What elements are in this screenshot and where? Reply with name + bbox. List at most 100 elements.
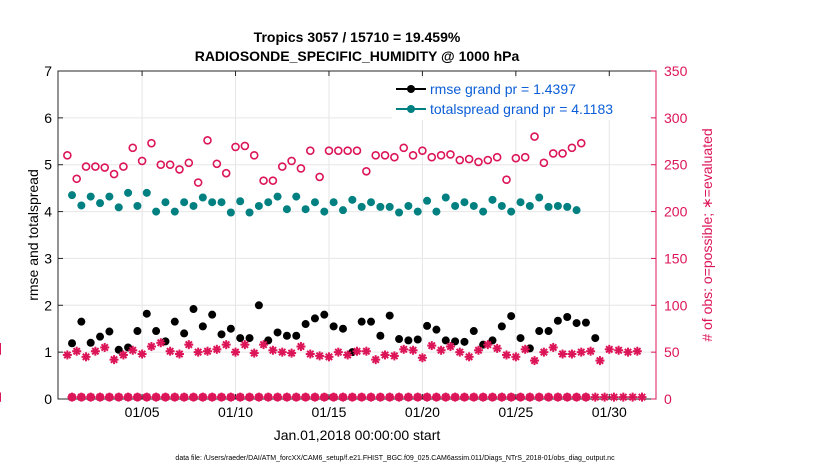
totalspread-point: [348, 195, 357, 204]
obs_evaluated-point: [469, 392, 479, 402]
obs_possible-point: [408, 151, 418, 160]
obs_evaluated-point: [455, 347, 465, 357]
obs_evaluated-point: [539, 347, 549, 357]
totalspread-point: [142, 188, 151, 197]
obs_possible-point: [212, 159, 222, 169]
rmse-point: [198, 322, 207, 331]
obs_evaluated-point: [240, 340, 250, 350]
x-tick-label: 01/15: [311, 404, 346, 420]
totalspread-point: [245, 208, 254, 217]
totalspread-point: [572, 206, 581, 215]
rmse-point: [292, 331, 301, 340]
obs_evaluated-point: [586, 346, 596, 356]
obs_possible-point: [91, 162, 100, 171]
rmse-point: [329, 322, 338, 331]
rmse-point: [310, 314, 319, 323]
obs_evaluated-point: [188, 392, 198, 402]
rmse-point: [507, 312, 516, 321]
totalspread-point: [217, 198, 226, 207]
obs_evaluated-point: [343, 350, 353, 360]
obs_evaluated-point: [600, 392, 610, 402]
obs_evaluated-point: [604, 344, 614, 354]
y-right-tick-label: 350: [664, 63, 688, 79]
rmse-point: [245, 334, 254, 343]
totalspread-point: [208, 198, 217, 207]
obs_evaluated-point: [548, 342, 558, 352]
obs_evaluated-point: [207, 392, 217, 402]
obs_evaluated-point: [357, 392, 367, 402]
chart-title-line1: Tropics 3057 / 15710 = 19.459%: [254, 29, 461, 45]
obs_evaluated-point: [632, 346, 642, 356]
obs_evaluated-point: [62, 350, 72, 360]
obs_evaluated-point: [347, 392, 357, 402]
obs_possible-point: [249, 151, 259, 160]
obs_possible-point: [446, 150, 455, 159]
obs_evaluated-point: [174, 349, 184, 359]
obs_evaluated-point: [506, 392, 516, 402]
obs_evaluated-point: [179, 392, 189, 402]
obs_possible-point: [520, 152, 530, 162]
totalspread-point: [301, 205, 310, 214]
obs_possible-point: [268, 176, 278, 185]
totalspread-point: [161, 198, 170, 207]
obs_evaluated-point: [170, 392, 180, 402]
obs_evaluated-point: [245, 392, 255, 402]
obs_evaluated-point: [431, 392, 441, 402]
obs_evaluated-point: [90, 346, 100, 356]
rmse-point: [226, 324, 235, 333]
rmse-point: [441, 336, 450, 345]
obs_evaluated-point: [226, 392, 236, 402]
totalspread-point: [338, 206, 347, 215]
obs_evaluated-point: [156, 338, 166, 348]
y-axis-left-label: rmse and totalspread: [25, 169, 41, 301]
totalspread-point: [77, 201, 86, 210]
rmse-point: [516, 334, 525, 343]
obs_possible-point: [296, 164, 306, 173]
y-left-tick-label: 2: [44, 297, 52, 313]
obs_evaluated-point: [142, 392, 152, 402]
obs_possible-point: [156, 160, 166, 170]
totalspread-point: [460, 198, 469, 207]
obs_possible-point: [483, 155, 493, 165]
obs_evaluated-point: [352, 346, 362, 356]
rmse-point: [320, 310, 329, 319]
obs_evaluated-point: [473, 345, 483, 355]
rmse-point: [357, 317, 366, 326]
obs_evaluated-point: [530, 356, 540, 366]
obs_possible-point: [137, 156, 147, 166]
totalspread-point: [133, 201, 142, 210]
obs_evaluated-point: [492, 343, 502, 353]
obs_evaluated-point: [371, 355, 381, 365]
obs_evaluated-point: [76, 392, 86, 402]
totalspread-point: [320, 207, 329, 216]
obs_possible-point: [72, 174, 81, 184]
totalspread-point: [497, 201, 506, 210]
obs_evaluated-point: [427, 341, 437, 351]
obs_evaluated-point: [558, 349, 568, 359]
totalspread-point: [423, 196, 432, 205]
obs_evaluated-point: [329, 392, 339, 402]
obs_evaluated-point: [478, 392, 488, 402]
obs_evaluated-point: [408, 345, 418, 355]
rmse-point: [460, 337, 469, 346]
obs_evaluated-point: [609, 392, 619, 402]
obs_evaluated-point: [310, 392, 320, 402]
rmse-point: [385, 311, 394, 320]
obs_possible-point: [175, 165, 184, 174]
obs_evaluated-point: [109, 355, 119, 365]
obs_possible-point: [231, 142, 240, 152]
obs_possible-point: [492, 152, 502, 162]
obs_possible-point: [352, 146, 362, 155]
totalspread-point: [385, 202, 394, 211]
x-tick-label: 01/20: [405, 404, 440, 420]
rmse-point: [282, 331, 291, 340]
totalspread-point: [329, 198, 338, 207]
totalspread-point: [376, 202, 385, 211]
obs_evaluated-point: [72, 346, 82, 356]
obs_evaluated-point: [81, 352, 91, 362]
obs_evaluated-point: [525, 392, 535, 402]
obs_evaluated-point: [263, 392, 273, 402]
rmse-point: [133, 327, 142, 336]
obs_evaluated-point: [628, 392, 638, 402]
